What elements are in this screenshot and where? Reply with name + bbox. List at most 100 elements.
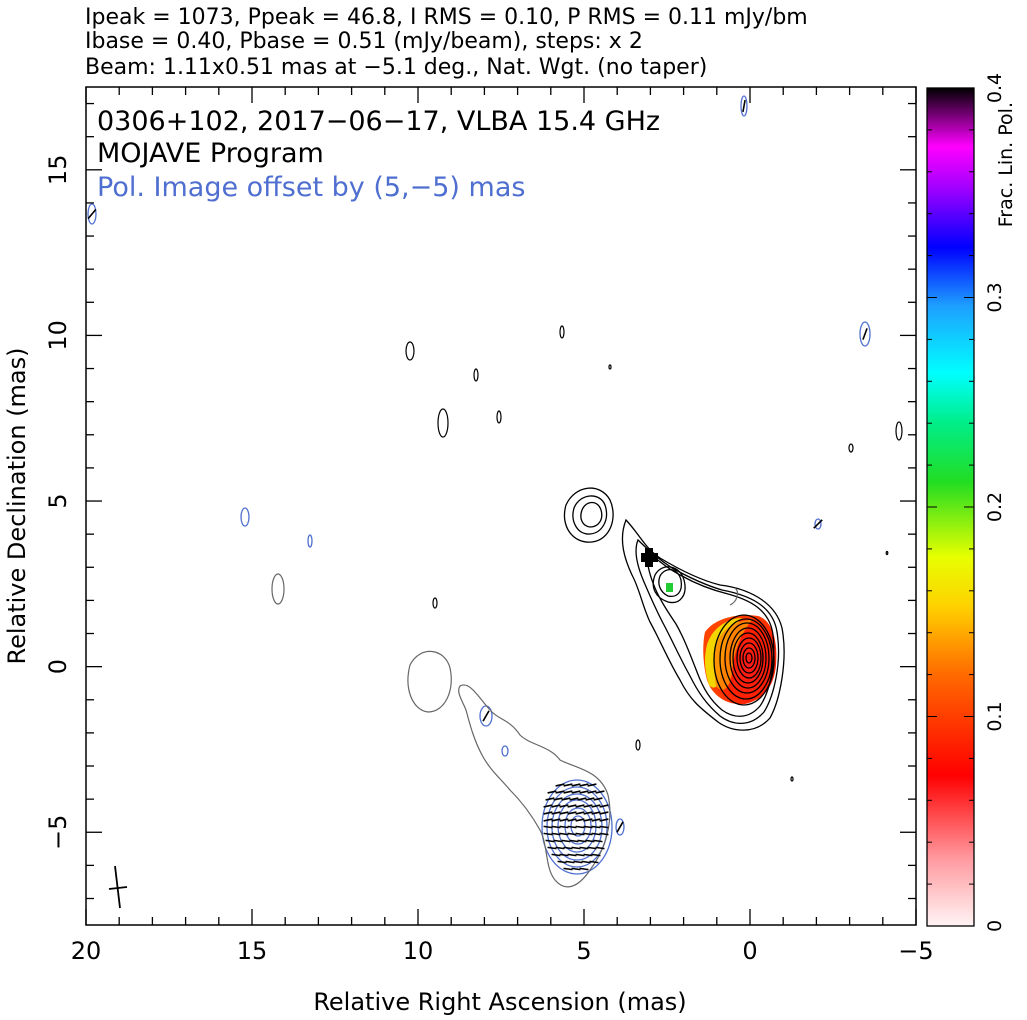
y-tick-label: 10 [44, 320, 72, 351]
polarization-vector [553, 797, 563, 801]
colorbar-tick-label: 0.2 [984, 492, 1006, 522]
polarization-vector [862, 328, 868, 340]
black-polarization-mark [641, 548, 658, 567]
y-tick-label: 15 [44, 155, 72, 186]
polarization-vector [575, 818, 585, 822]
polarization-vector [567, 832, 577, 836]
polarization-vector [577, 839, 587, 843]
polarization-vector [567, 811, 577, 815]
polarization-vector [543, 825, 553, 829]
colorbar-tick-label: 0.3 [984, 282, 1006, 312]
polarization-vector [571, 790, 581, 794]
polarization-vector [563, 783, 573, 787]
polarization-vector [591, 832, 601, 836]
polarization-vector [87, 208, 97, 220]
polarization-vector [585, 797, 595, 801]
polarization-vector [569, 839, 579, 843]
polarization-vector [543, 804, 553, 808]
noise-contours [405, 325, 903, 782]
polarization-vector [742, 99, 746, 113]
polarization-vector [551, 825, 561, 829]
colorbar-label: Frac. Lin. Pol. [995, 102, 1017, 227]
polarization-vector [571, 783, 581, 787]
x-tick-label: 20 [71, 937, 102, 965]
polarization-vector [616, 821, 624, 833]
polarization-vector [591, 825, 601, 829]
y-tick-label: 0 [44, 659, 72, 674]
polarization-vector [585, 839, 595, 843]
polarization-vector [593, 839, 603, 843]
polarization-vector [575, 825, 585, 829]
polarization-vector [589, 860, 599, 864]
polarization-vector [591, 804, 601, 808]
colorbar-tick-label: 0 [984, 920, 1006, 932]
polarization-vector [591, 853, 601, 857]
polarization-vector [599, 804, 609, 808]
polarization-vector [551, 853, 561, 857]
polarization-vector [543, 811, 553, 815]
polarization-vector [573, 860, 583, 864]
polarization-vector [559, 832, 569, 836]
polarization-vector [579, 783, 589, 787]
polarization-vector [559, 853, 569, 857]
polarization-vector [567, 818, 577, 822]
core-contours [563, 487, 785, 731]
polarization-vector [575, 811, 585, 815]
polarization-vector [571, 867, 581, 871]
colorbar-tick-label: 0.4 [984, 73, 1006, 103]
polarization-vector [561, 839, 571, 843]
polarization-vector [579, 867, 589, 871]
y-axis-label: Relative Declination (mas) [3, 347, 31, 664]
polarization-vector [547, 846, 557, 850]
polarization-vector [575, 804, 585, 808]
polarization-vector [583, 832, 593, 836]
polarization-vector [563, 846, 573, 850]
polarization-vector [551, 832, 561, 836]
polarization-vector [551, 811, 561, 815]
axis-ticks: 20 15 10 5 0 −5 −5 0 5 10 15 [44, 87, 934, 965]
polarization-vector [595, 790, 605, 794]
polarization-vector [575, 853, 585, 857]
x-tick-label: 0 [742, 937, 757, 965]
x-axis-label: Relative Right Ascension (mas) [313, 988, 686, 1016]
header-line-2: Ibase = 0.40, Pbase = 0.51 (mJy/beam), s… [85, 29, 643, 54]
polarization-vector [555, 790, 565, 794]
polarization-vector [587, 846, 597, 850]
plot-frame [85, 86, 917, 926]
polarization-vector [561, 797, 571, 801]
header-line-3: Beam: 1.11x0.51 mas at −5.1 deg., Nat. W… [85, 55, 707, 80]
polarization-vector [569, 797, 579, 801]
polarization-contours [87, 95, 871, 875]
colorbar-tick-label: 0.1 [984, 701, 1006, 731]
source-annotation: 0306+102, 2017−06−17, VLBA 15.4 GHz [97, 106, 660, 137]
polarization-vector [591, 818, 601, 822]
polarization-vector [575, 832, 585, 836]
polarization-vector [583, 825, 593, 829]
polarization-vector [583, 811, 593, 815]
polarization-vector [559, 804, 569, 808]
polarization-vector [599, 825, 609, 829]
polarization-vector [595, 846, 605, 850]
polarization-vector [563, 790, 573, 794]
polarization-vector [591, 811, 601, 815]
polarization-vector [543, 832, 553, 836]
polarization-vector [545, 797, 555, 801]
polarization-vector [579, 790, 589, 794]
polarization-vector [599, 832, 609, 836]
x-tick-label: 5 [576, 937, 591, 965]
polarization-vector [583, 853, 593, 857]
polarization-vector [551, 804, 561, 808]
x-tick-label: −5 [898, 937, 933, 965]
polarization-vector [571, 846, 581, 850]
polarization-vector [567, 825, 577, 829]
polarization-vector [559, 825, 569, 829]
polarization-vector [579, 846, 589, 850]
polarization-vector [557, 860, 567, 864]
polarization-vector [599, 818, 609, 822]
polarization-vector [555, 783, 565, 787]
polarization-vector [545, 839, 555, 843]
polarization-vector [543, 818, 553, 822]
polarization-vector [587, 783, 597, 787]
header-line-1: Ipeak = 1073, Ppeak = 46.8, I RMS = 0.10… [85, 5, 808, 30]
